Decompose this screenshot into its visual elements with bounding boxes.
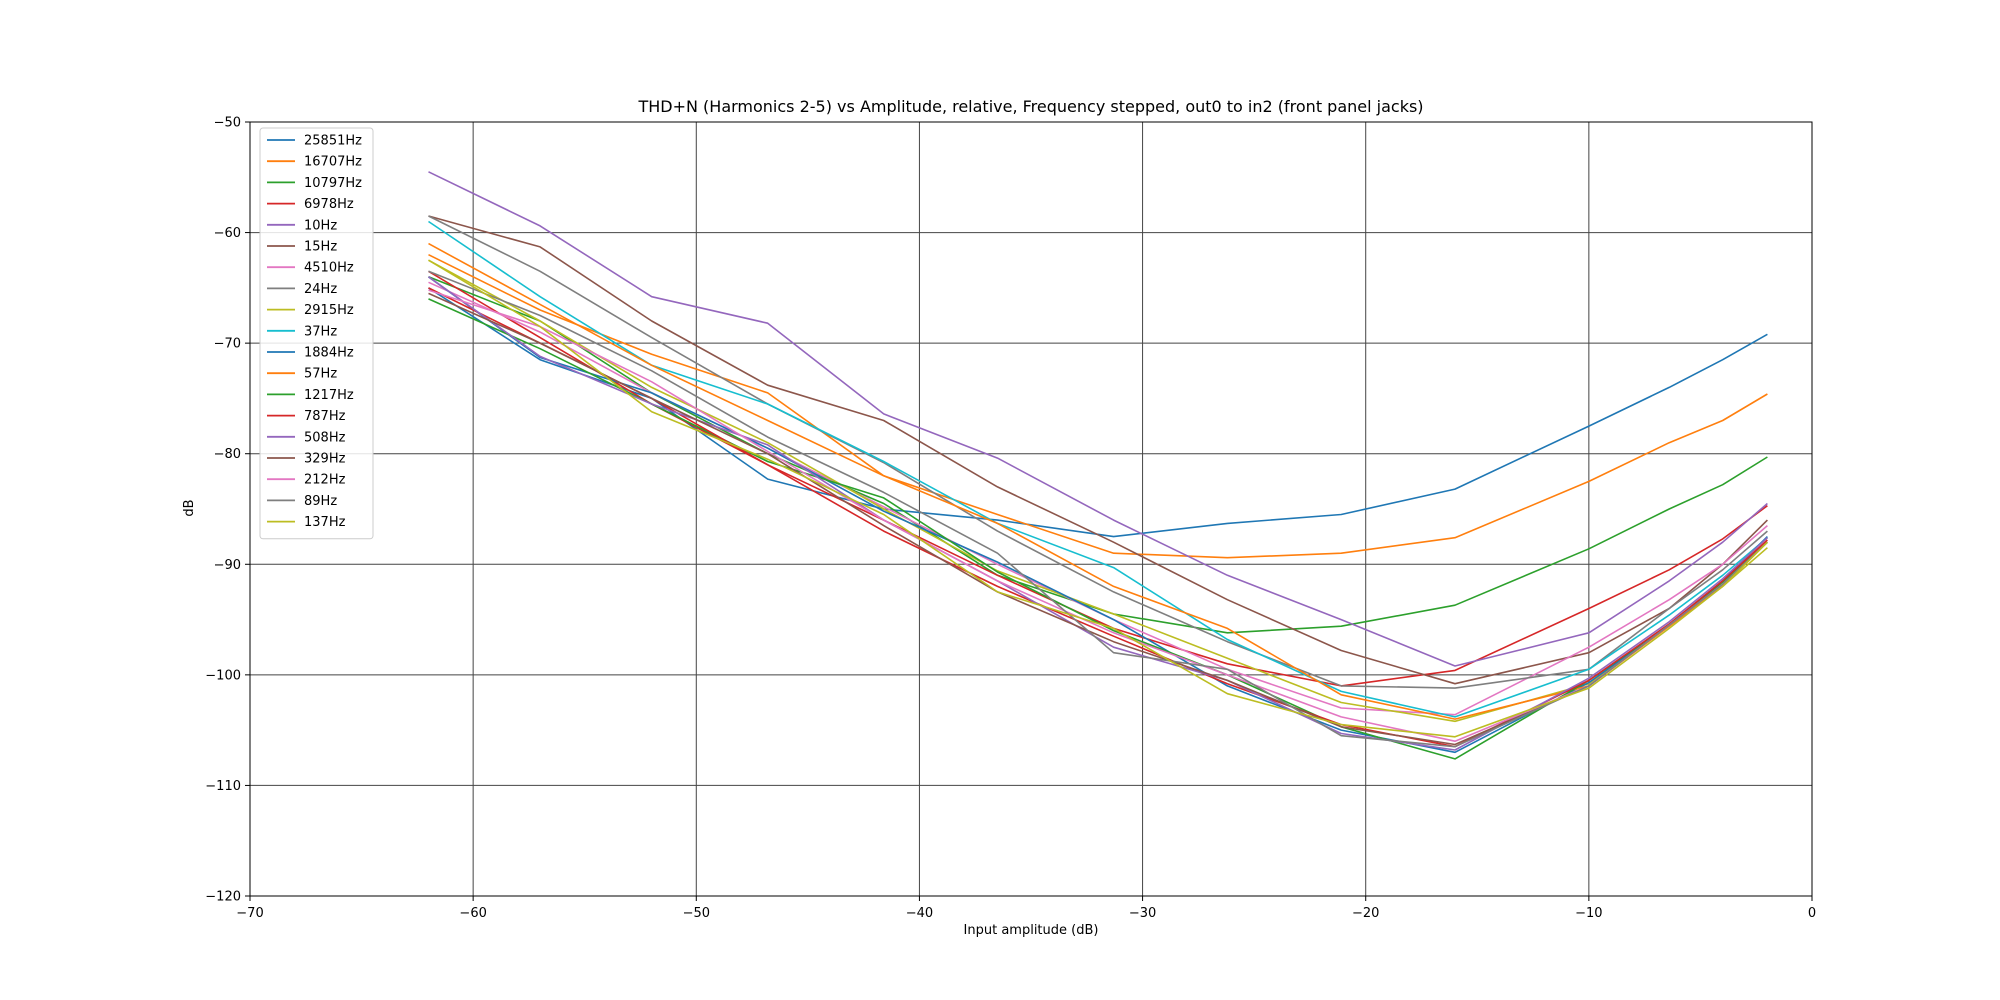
legend-entry: 89Hz <box>304 494 337 509</box>
legend-entry: 1217Hz <box>304 388 354 403</box>
y-tick-label: −70 <box>214 337 241 352</box>
legend: 25851Hz 16707Hz 10797Hz 6978Hz 10Hz 15Hz 4510H… <box>259 127 374 540</box>
legend-entry: 508Hz <box>304 430 346 445</box>
x-tick-label: −40 <box>906 906 933 921</box>
series-line-24Hz <box>428 215 1768 689</box>
legend-entry: 24Hz <box>304 282 337 297</box>
x-axis-label: Input amplitude (dB) <box>964 923 1099 938</box>
series-line-37Hz <box>428 220 1768 718</box>
x-tick-label: −60 <box>459 906 486 921</box>
x-tick-label: −50 <box>683 906 710 921</box>
y-tick-label: −90 <box>214 558 241 573</box>
y-tick-label: −50 <box>214 116 241 131</box>
legend-entry: 57Hz <box>304 367 337 382</box>
legend-entry: 1884Hz <box>304 346 354 361</box>
plot-frame <box>249 121 1813 897</box>
series-line-787Hz <box>428 287 1768 748</box>
y-tick-label: −60 <box>214 226 241 241</box>
series-line-10797Hz <box>428 276 1768 634</box>
series-line-25851Hz <box>428 287 1768 538</box>
chart-title: THD+N (Harmonics 2-5) vs Amplitude, rela… <box>637 97 1423 116</box>
x-tick-label: −20 <box>1352 906 1379 921</box>
legend-entry: 15Hz <box>304 240 337 255</box>
x-tick-label: −10 <box>1575 906 1602 921</box>
grid-lines <box>250 122 1812 896</box>
series-line-137Hz <box>428 259 1768 738</box>
y-tick-label: −120 <box>205 890 241 905</box>
series-line-16707Hz <box>428 253 1768 559</box>
series-line-15Hz <box>428 215 1768 685</box>
y-tick-label: −80 <box>214 447 241 462</box>
legend-entry: 4510Hz <box>304 261 354 276</box>
y-tick-label: −110 <box>205 779 241 794</box>
legend-entry: 212Hz <box>304 473 346 488</box>
x-tick-label: −30 <box>1129 906 1156 921</box>
y-tick-label: −100 <box>205 668 241 683</box>
legend-entry: 25851Hz <box>304 134 362 149</box>
series-line-508Hz <box>428 276 1768 751</box>
legend-entry: 10Hz <box>304 218 337 233</box>
y-axis-label: dB <box>182 499 197 516</box>
axis-ticks: −70 −60 −50 −40 −30 −20 −10 0−120−110−100−90−80… <box>205 116 1816 922</box>
legend-entry: 137Hz <box>304 515 346 530</box>
series-lines <box>428 171 1768 760</box>
legend-entry: 37Hz <box>304 324 337 339</box>
legend-entry: 6978Hz <box>304 197 354 212</box>
series-line-10Hz <box>428 171 1768 667</box>
legend-entry: 329Hz <box>304 452 346 467</box>
legend-entry: 2915Hz <box>304 303 354 318</box>
legend-entry: 16707Hz <box>304 155 362 170</box>
x-tick-label: 0 <box>1808 906 1816 921</box>
legend-entry: 787Hz <box>304 409 346 424</box>
x-tick-label: −70 <box>236 906 263 921</box>
legend-entry: 10797Hz <box>304 176 362 191</box>
